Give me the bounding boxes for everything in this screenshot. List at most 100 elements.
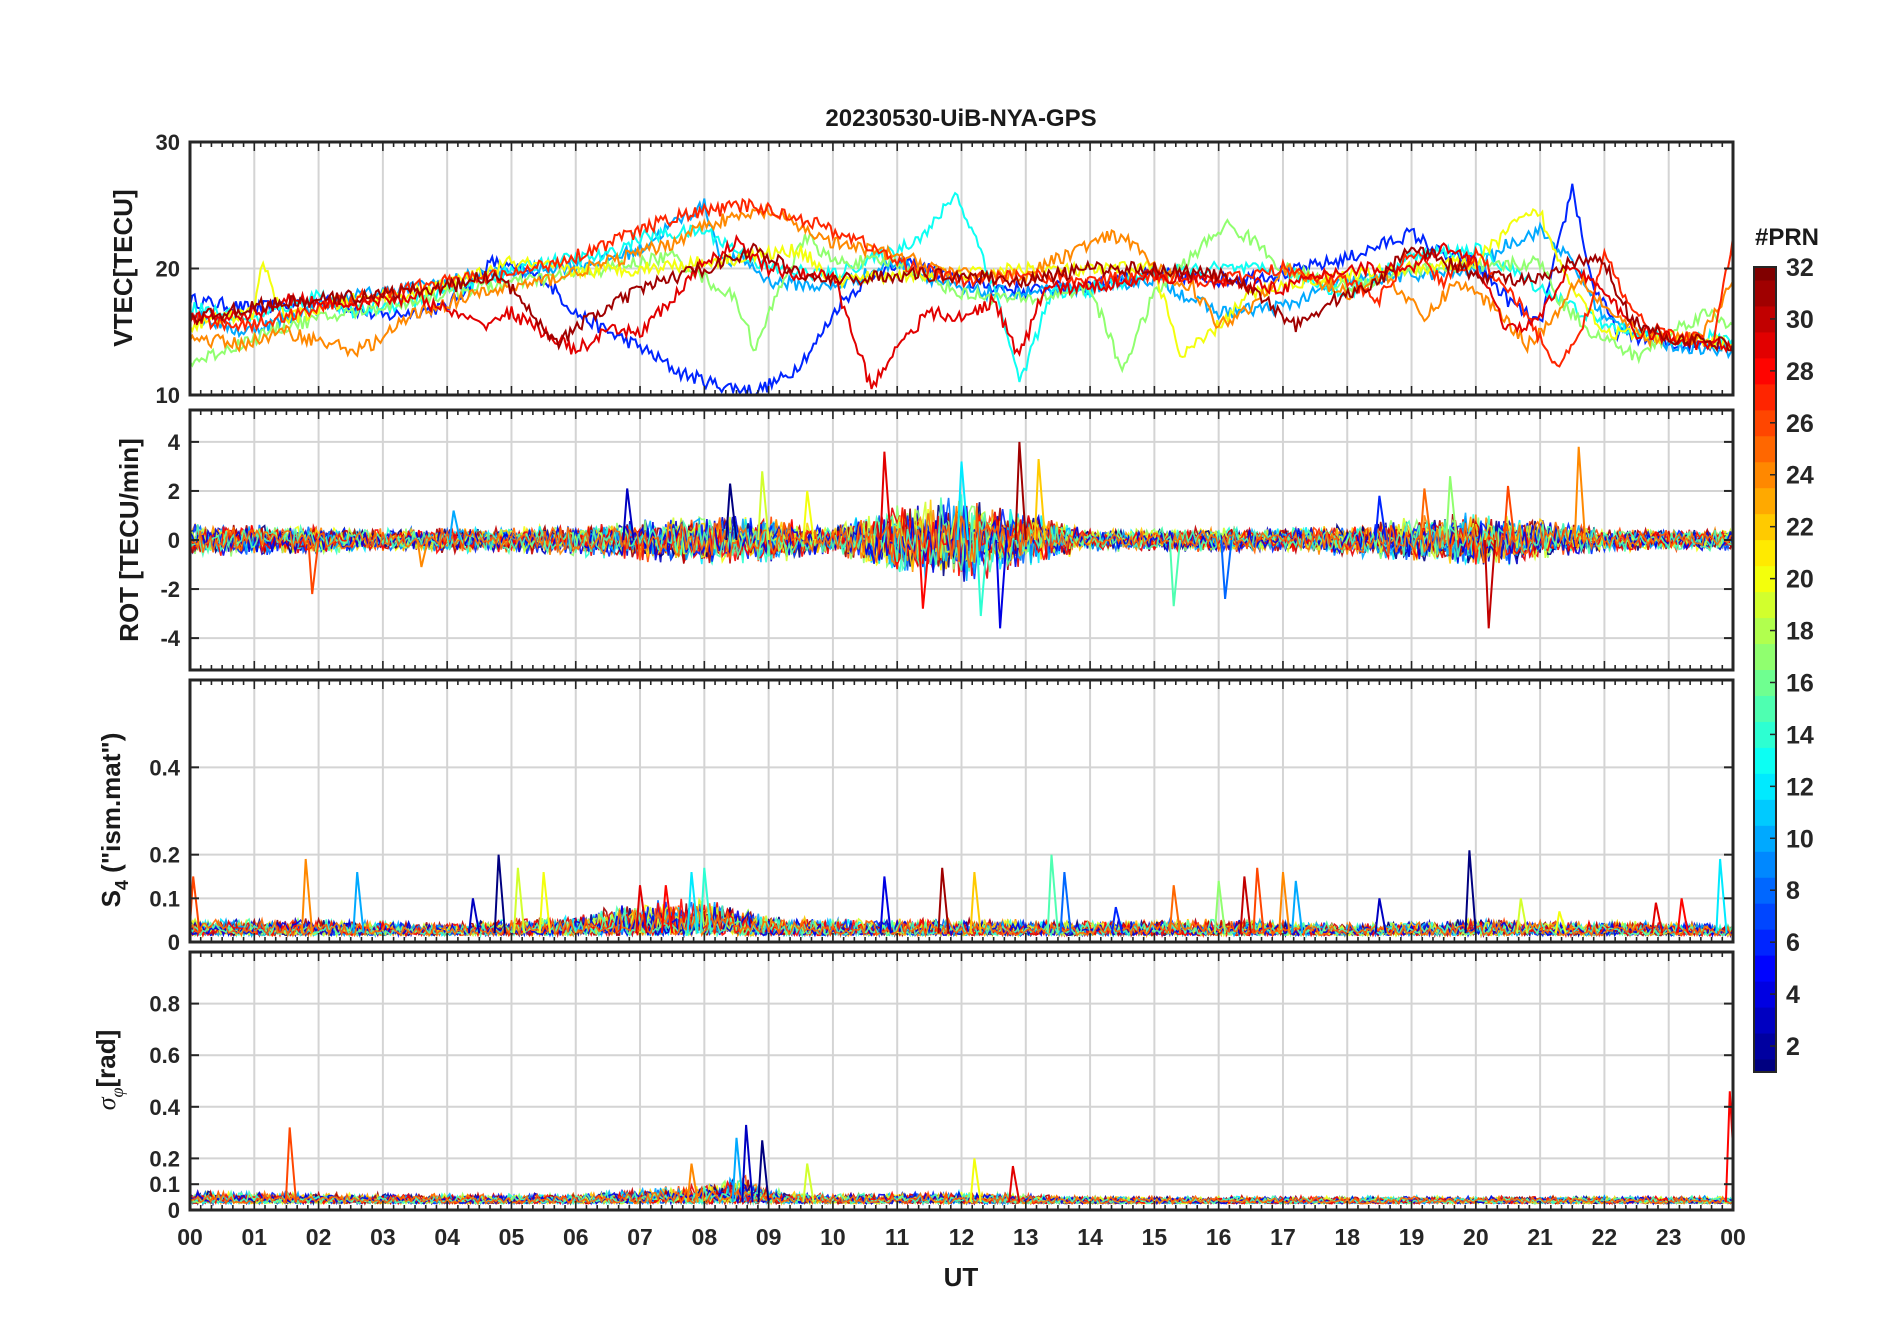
s4-spike (1516, 898, 1529, 934)
y-tick-label: 0 (168, 930, 180, 955)
colorbar-swatch (1754, 357, 1776, 385)
x-tick-label: 11 (885, 1224, 910, 1250)
y-tick-label: 0.2 (149, 1146, 180, 1171)
colorbar-swatch (1754, 513, 1776, 541)
vtec-series-line (190, 202, 1733, 358)
x-tick-label: 19 (1399, 1224, 1425, 1250)
s4-spike (1213, 880, 1227, 934)
s4-spike (1291, 880, 1304, 934)
x-tick-labels: 00 01 02 03 04 05 06 07 08 09 10 11 12 13 14 15 16 17 18 19… (177, 1224, 1746, 1250)
y-tick-label: 0.6 (149, 1043, 180, 1068)
colorbar-swatch (1754, 279, 1776, 307)
panel-rot: -4 -2 0 2 4 ROT [TECU/min] (114, 408, 1735, 672)
colorbar-tick-label: 22 (1786, 514, 1814, 542)
s4-spike (937, 867, 950, 934)
y-tick-label: -4 (160, 626, 180, 651)
x-tick-label: 18 (1334, 1224, 1360, 1250)
rot-spike (416, 539, 429, 568)
colorbar-swatch (1754, 877, 1776, 904)
colorbar-tick-label: 2 (1786, 1033, 1800, 1061)
sigma-spike (757, 1140, 770, 1203)
rot-spike (802, 490, 815, 541)
s4-spike (1110, 906, 1124, 934)
y-tick-label: -2 (160, 577, 180, 602)
rot-spike (975, 539, 989, 617)
rot-spike (879, 451, 892, 541)
rot-spike (1168, 539, 1182, 607)
s4-spike (493, 854, 506, 934)
sigma-spike (686, 1163, 699, 1203)
x-tick-label: 03 (370, 1224, 396, 1250)
colorbar-tick-label: 12 (1786, 773, 1814, 801)
colorbar-swatch (1754, 539, 1776, 567)
y-tick-label: 0.4 (149, 755, 180, 780)
rot-spike (1503, 485, 1516, 541)
vtec-series-line (190, 242, 1733, 353)
colorbar-swatch (1754, 721, 1776, 748)
x-tick-label: 21 (1527, 1224, 1553, 1250)
x-tick-label: 07 (627, 1224, 653, 1250)
panel-s4: 00.10.20.4 S4 ("ism.mat") (96, 678, 1735, 955)
colorbar-swatch (1754, 695, 1776, 722)
colorbar-swatch (1754, 903, 1776, 930)
y-tick-label: 4 (168, 430, 181, 455)
rot-spike (307, 539, 320, 595)
rot-spike (1033, 459, 1047, 541)
s4-spike (513, 867, 526, 934)
x-axis-label: UT (944, 1262, 979, 1292)
colorbar-swatch (1754, 267, 1776, 281)
s4-spike (1239, 876, 1252, 934)
y-tick-label: 0.1 (149, 886, 180, 911)
x-tick-label: 04 (434, 1224, 460, 1250)
y-tick-label: 0.4 (149, 1095, 180, 1120)
x-tick-label: 13 (1013, 1224, 1039, 1250)
x-tick-label: 14 (1077, 1224, 1103, 1250)
colorbar-swatch (1754, 487, 1776, 515)
rot-spike (956, 461, 969, 541)
colorbar-tick-label: 26 (1786, 410, 1814, 438)
s4-spike (1252, 867, 1265, 934)
panel-sigma: 00.10.2 0.4 0.6 0.8 σφ[rad] (91, 950, 1735, 1223)
colorbar-swatch (1754, 409, 1776, 437)
s4-spike (1676, 898, 1689, 934)
colorbar-tick-label: 10 (1786, 825, 1814, 853)
sigma-spike (802, 1163, 815, 1203)
rot-spike (1419, 488, 1432, 541)
s4-spike (699, 867, 712, 934)
s4-spike (1059, 871, 1072, 934)
vtec-series-line (190, 233, 1733, 390)
x-tick-label: 16 (1206, 1224, 1232, 1250)
colorbar-tick-label: 4 (1786, 981, 1800, 1009)
s4-spike (969, 871, 982, 934)
colorbar-swatch (1754, 591, 1776, 619)
ylabel-rot: ROT [TECU/min] (114, 438, 144, 642)
rot-spike (757, 471, 770, 541)
colorbar-swatch (1754, 669, 1776, 696)
colorbar-tick-label: 18 (1786, 618, 1814, 646)
s4-spike (686, 871, 699, 934)
x-tick-label: 00 (1720, 1224, 1746, 1250)
s4-spike (635, 885, 648, 934)
colorbar-swatch (1754, 773, 1776, 800)
x-tick-label: 17 (1270, 1224, 1296, 1250)
x-tick-label: 15 (1142, 1224, 1168, 1250)
colorbar-tick-label: 14 (1786, 721, 1814, 749)
colorbar-swatch (1754, 305, 1776, 333)
colorbar-swatch (1754, 461, 1776, 489)
y-tick-label: 0.2 (149, 843, 180, 868)
y-tick-label: 0 (168, 1198, 180, 1223)
s4-spike (468, 898, 481, 934)
sigma-spike (741, 1124, 754, 1203)
y-tick-label: 10 (156, 383, 180, 408)
rot-spike (622, 488, 635, 541)
y-tick-label: 2 (168, 479, 180, 504)
colorbar-swatch (1754, 617, 1776, 645)
x-tick-label: 05 (499, 1224, 525, 1250)
y-tick-label: 30 (156, 130, 180, 155)
colorbar-swatch (1754, 1007, 1776, 1034)
colorbar-swatch (1754, 981, 1776, 1008)
y-tick-label: 20 (156, 257, 180, 282)
s4-spike (1464, 850, 1477, 934)
colorbar-tick-label: 32 (1786, 254, 1814, 282)
